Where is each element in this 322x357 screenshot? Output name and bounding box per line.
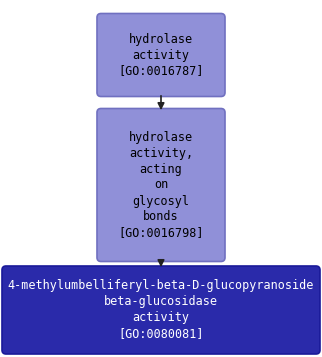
Text: hydrolase
activity,
acting
on
glycosyl
bonds
[GO:0016798]: hydrolase activity, acting on glycosyl b… — [118, 131, 204, 240]
FancyBboxPatch shape — [97, 109, 225, 261]
Text: hydrolase
activity
[GO:0016787]: hydrolase activity [GO:0016787] — [118, 32, 204, 77]
FancyBboxPatch shape — [2, 266, 320, 354]
Text: 4-methylumbelliferyl-beta-D-glucopyranoside
beta-glucosidase
activity
[GO:008008: 4-methylumbelliferyl-beta-D-glucopyranos… — [8, 280, 314, 341]
FancyBboxPatch shape — [97, 14, 225, 96]
